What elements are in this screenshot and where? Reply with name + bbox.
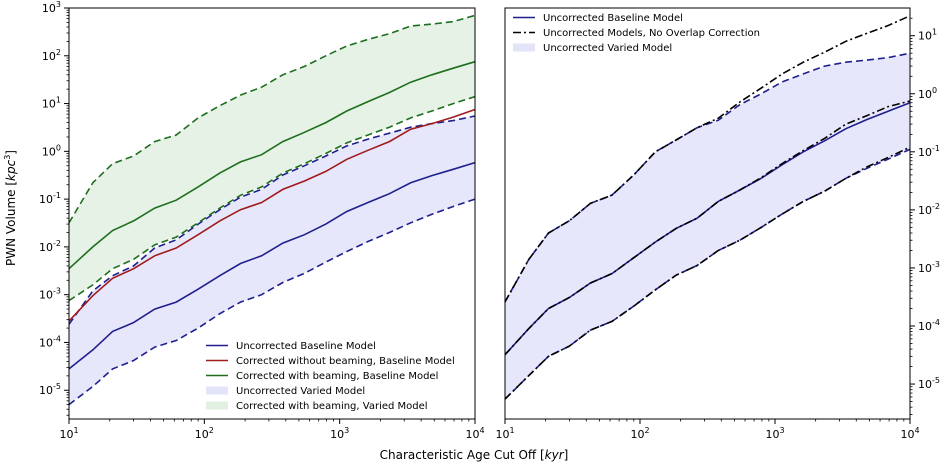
right-x-tick-label: 101 (495, 426, 514, 441)
right-series-line-3 (504, 100, 911, 356)
right-legend-swatch (513, 43, 535, 52)
right-legend: Uncorrected Baseline Model Uncorrected Mo… (513, 13, 760, 54)
right-panel: 101 102 103 104 10-5 10-4 10-3 10-2 10-1 100 101 Un… (495, 7, 940, 441)
right-y-tick-label: 10-3 (918, 260, 940, 275)
left-legend-swatch (206, 386, 228, 395)
right-x-tick-label: 102 (630, 426, 649, 441)
left-x-tick-label: 102 (195, 426, 214, 441)
y-axis-title: PWN Volume [kpc3] (3, 150, 18, 266)
right-series-line-4 (504, 146, 911, 400)
right-x-tick-label: 103 (765, 426, 784, 441)
left-legend-label: Corrected with beaming, Baseline Model (236, 371, 438, 382)
left-y-tick-label: 10-3 (39, 287, 61, 302)
left-series-line-1 (68, 198, 476, 406)
right-y-tick-label: 101 (918, 28, 937, 43)
left-series-line-2 (68, 115, 476, 325)
right-y-tick-label: 10-4 (918, 318, 940, 333)
right-y-tick-label: 10-5 (918, 376, 940, 391)
right-y-tick-label: 10-2 (918, 202, 940, 217)
left-y-tick-label: 10-5 (39, 382, 61, 397)
left-y-tick-label: 10-4 (39, 334, 61, 349)
left-y-tick-label: 101 (42, 96, 61, 111)
right-y-tick-label: 10-1 (918, 144, 940, 159)
right-legend-label: Uncorrected Varied Model (543, 43, 672, 54)
left-series-line-3 (68, 108, 476, 322)
left-y-tick-label: 10-2 (39, 239, 61, 254)
right-axes-frame (504, 7, 911, 420)
left-panel: 101 102 103 104 10-5 10-4 10-3 10-2 10-1 100 101 10… (39, 0, 485, 441)
left-x-tick-label: 104 (465, 426, 484, 441)
left-legend: Uncorrected Baseline Model Corrected with… (206, 341, 455, 412)
right-legend-label: Uncorrected Baseline Model (543, 13, 683, 24)
left-series-line-0 (68, 161, 476, 370)
left-x-tick-label: 103 (330, 426, 349, 441)
left-y-tick-label: 103 (42, 0, 61, 15)
left-y-tick-label: 10-1 (39, 191, 61, 206)
left-series-line-4 (68, 60, 476, 270)
left-legend-label: Corrected without beaming, Baseline Mode… (236, 356, 455, 367)
right-legend-label: Uncorrected Models, No Overlap Correctio… (543, 28, 760, 39)
right-series-line-5 (504, 15, 911, 303)
left-legend-label: Uncorrected Baseline Model (236, 341, 376, 352)
left-band-0 (69, 116, 475, 405)
x-axis-title: Characteristic Age Cut Off [kyr] (380, 448, 569, 462)
right-band-0 (505, 53, 910, 400)
left-legend-label: Uncorrected Varied Model (236, 386, 365, 397)
left-legend-label: Corrected with beaming, Varied Model (236, 401, 428, 412)
left-series-line-5 (68, 95, 476, 302)
left-band-1 (69, 15, 475, 301)
right-series-line-1 (504, 148, 911, 400)
left-y-tick-label: 100 (42, 143, 61, 158)
left-x-tick-label: 101 (59, 426, 78, 441)
left-series-line-6 (68, 14, 476, 224)
left-legend-swatch (206, 401, 228, 410)
left-y-tick-label: 102 (42, 48, 61, 63)
right-x-tick-label: 104 (900, 426, 919, 441)
right-series-line-2 (504, 52, 911, 303)
right-y-tick-label: 100 (918, 86, 937, 101)
